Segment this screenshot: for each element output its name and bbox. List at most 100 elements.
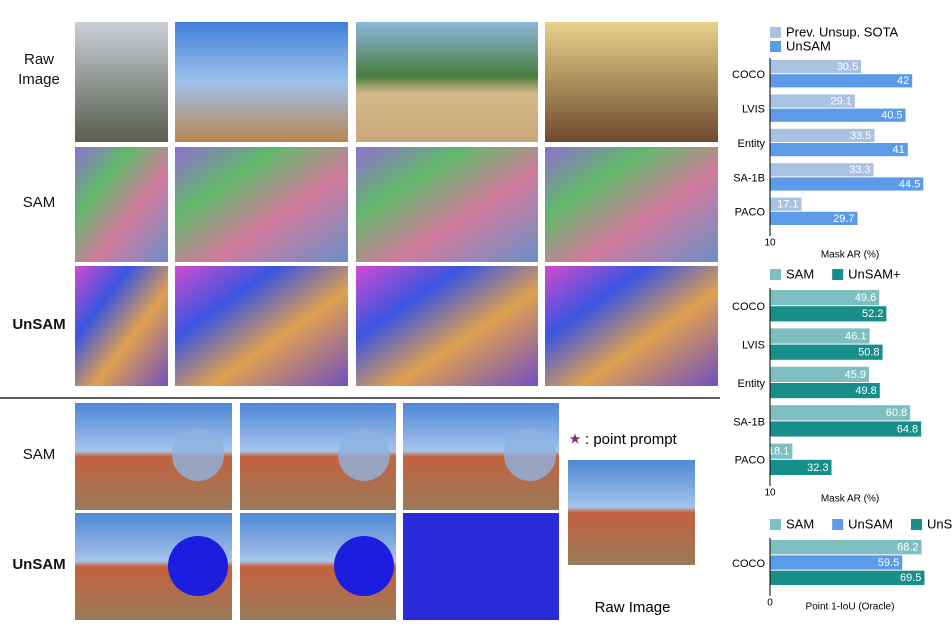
legend-label: UnSAM: [786, 38, 831, 53]
bar: [770, 108, 906, 122]
legend-swatch: [770, 27, 781, 38]
bar: [770, 74, 913, 88]
x-tick-label: 10: [764, 238, 776, 249]
value-label: 29.7: [833, 213, 854, 225]
legend-swatch: [770, 519, 781, 530]
value-label: 46.1: [845, 330, 866, 342]
bar: [770, 344, 883, 360]
bar: [770, 421, 922, 437]
legend-swatch: [770, 41, 781, 52]
category-label: LVIS: [742, 340, 765, 352]
category-label: Entity: [737, 378, 765, 390]
category-label: Entity: [737, 138, 765, 150]
bar: [770, 443, 793, 459]
value-label: 33.5: [850, 130, 871, 142]
legend-label: UnSAM+: [848, 266, 900, 281]
bar: [770, 163, 874, 177]
image: [545, 147, 718, 262]
legend-label: UnSAM: [848, 516, 893, 531]
mask: [338, 429, 390, 481]
prompt-grid: ★: [75, 403, 695, 620]
bar: [770, 290, 880, 306]
bar: [770, 94, 855, 108]
legend-label: UnSAM+: [927, 516, 952, 531]
image: [75, 147, 168, 262]
bar: [770, 128, 875, 142]
bar: [770, 405, 911, 421]
value-label: 52.2: [862, 308, 883, 320]
x-tick-label: 10: [764, 488, 776, 499]
x-axis-label: Mask AR (%): [821, 250, 879, 261]
bar: [770, 306, 887, 322]
legend-label: SAM: [786, 516, 814, 531]
value-label: 50.8: [858, 347, 879, 359]
bar: [770, 383, 880, 399]
value-label: 49.8: [855, 385, 876, 397]
bar: [770, 328, 870, 344]
value-label: 29.1: [830, 95, 851, 107]
legend-swatch: [770, 269, 781, 280]
caption: Raw Image: [594, 599, 671, 616]
legend-swatch: [832, 269, 844, 280]
x-axis-label: Mask AR (%): [821, 494, 879, 505]
bar: [770, 570, 925, 585]
value-label: 64.8: [897, 423, 918, 435]
image: [403, 513, 559, 620]
mask: [334, 536, 394, 596]
bar: [770, 555, 903, 570]
category-label: SA-1B: [733, 172, 765, 184]
image: [356, 147, 538, 262]
legend-swatch: [832, 519, 844, 530]
category-label: COCO: [732, 301, 765, 313]
value-label: 32.3: [807, 462, 828, 474]
image: [175, 22, 348, 142]
bar: [770, 143, 908, 157]
value-label: 18.1: [768, 446, 789, 458]
image: [75, 266, 168, 386]
bar: [770, 211, 858, 225]
legend-text: : point prompt: [585, 431, 677, 448]
row-label: SAM: [22, 194, 56, 211]
star-icon: ★: [569, 431, 582, 447]
value-label: 59.5: [878, 557, 899, 569]
value-label: 69.5: [900, 572, 921, 584]
bar: [770, 197, 802, 211]
value-label: 44.5: [899, 178, 920, 190]
value-label: 33.3: [849, 164, 870, 176]
value-label: 45.9: [845, 369, 866, 381]
row-label: UnSAM: [12, 316, 66, 333]
value-label: 41: [893, 144, 905, 156]
mask: [168, 536, 228, 596]
value-label: 60.8: [886, 407, 907, 419]
category-label: PACO: [735, 207, 766, 219]
image: [545, 22, 718, 142]
image-grid: [75, 22, 718, 386]
value-label: 68.2: [897, 542, 918, 554]
bar: [770, 177, 924, 191]
image: [175, 147, 348, 262]
row-label: UnSAM: [12, 556, 66, 573]
value-label: 40.5: [881, 110, 902, 122]
image: [356, 22, 538, 142]
image: [175, 266, 348, 386]
value-label: 42: [897, 75, 909, 87]
mask: [504, 429, 556, 481]
bar: [770, 60, 862, 74]
legend-label: Prev. Unsup. SOTA: [786, 24, 899, 39]
image: [568, 460, 695, 565]
row-label: SAM: [22, 446, 56, 463]
image: [75, 22, 168, 142]
mask: [172, 429, 224, 481]
category-label: SA-1B: [733, 416, 765, 428]
image: [545, 266, 718, 386]
category-label: COCO: [732, 69, 765, 81]
x-tick-label: 0: [767, 598, 773, 609]
legend-swatch: [910, 519, 922, 530]
bar: [770, 540, 922, 555]
category-label: COCO: [732, 558, 765, 570]
value-label: 17.1: [777, 199, 798, 211]
category-label: PACO: [735, 455, 766, 467]
x-axis-label: Point 1-IoU (Oracle): [806, 602, 895, 613]
